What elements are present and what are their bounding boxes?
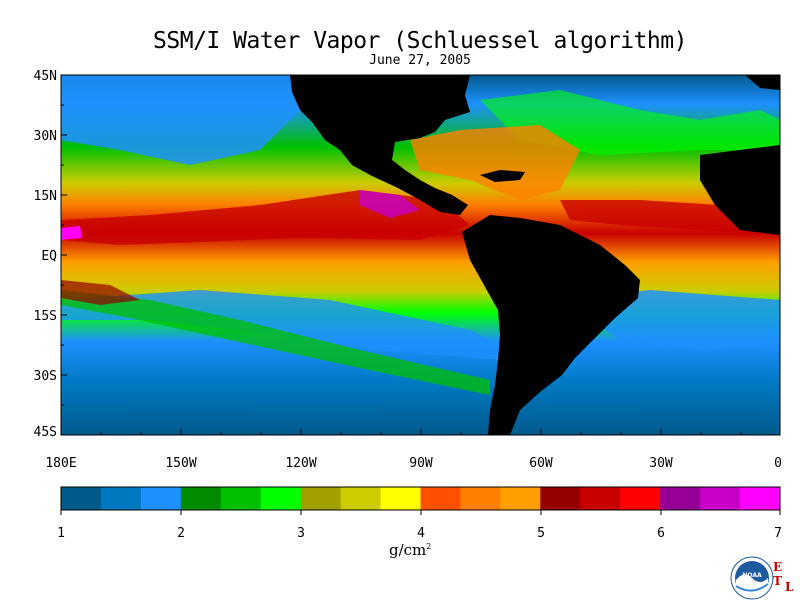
axis-ticks: [60, 74, 781, 436]
longitude-labels: 180E 150W 120W 90W 60W 30W 0: [45, 456, 782, 471]
land-greenland-edge: [745, 75, 780, 90]
colorbar-swatch: [140, 487, 182, 510]
colorbar-swatch: [580, 487, 621, 510]
colorbar-swatch: [340, 487, 382, 510]
colorbar-tick-label: 7: [774, 526, 782, 541]
colorbar-swatch: [300, 487, 342, 510]
vapor-peak-region-west-pacific: [61, 226, 82, 240]
vapor-peak-region-central-america: [360, 190, 420, 218]
land-south-america: [462, 215, 640, 435]
colorbar-swatch: [61, 487, 102, 510]
lat-label: EQ: [41, 249, 57, 264]
etl-letter-t: T: [773, 574, 782, 588]
colorbar-swatch: [260, 487, 302, 510]
colorbar-tick-label: 5: [537, 526, 545, 541]
etl-letter-l: L: [785, 580, 794, 594]
colorbar-swatch: [740, 487, 781, 510]
colorbar-swatch: [180, 487, 222, 510]
colorbar-swatch: [500, 487, 541, 510]
unit-exponent: 2: [426, 542, 432, 551]
colorbar-swatch: [540, 487, 581, 510]
colorbar-ticks: [60, 510, 781, 515]
colorbar-tick-label: 1: [57, 526, 65, 541]
land-north-america: [290, 75, 470, 215]
colorbar-tick-label: 3: [297, 526, 305, 541]
lat-label: 45S: [34, 425, 57, 440]
lat-label: 15N: [34, 189, 57, 204]
vapor-moist-region-spcz: [61, 290, 490, 395]
noaa-logo: NOAA: [730, 556, 774, 600]
colorbar-swatch: [420, 487, 461, 510]
chart-date: June 27, 2005: [369, 53, 471, 68]
vapor-moist-region-caribbean: [410, 125, 580, 200]
lon-label: 120W: [285, 456, 316, 471]
chart-title: SSM/I Water Vapor (Schluessel algorithm): [153, 28, 687, 54]
colorbar-swatch: [700, 487, 741, 510]
lon-label: 60W: [529, 456, 553, 471]
colorbar-swatch: [660, 487, 701, 510]
land-africa: [700, 145, 780, 235]
unit-base: g/cm: [389, 541, 427, 559]
lat-label: 45N: [34, 69, 57, 84]
colorbar-unit: g/cm2: [389, 541, 431, 559]
colorbar-tick-label: 4: [417, 526, 425, 541]
etl-logo: E T L: [770, 560, 800, 600]
latitude-labels: 45N 30N 15N EQ 15S 30S 45S: [34, 69, 58, 440]
noaa-logo-text: NOAA: [742, 572, 762, 579]
colorbar-swatch: [620, 487, 661, 510]
land-caribbean-islands: [480, 170, 525, 182]
colorbar-tick-label: 6: [657, 526, 665, 541]
vapor-map: [61, 75, 780, 435]
colorbar-swatch: [380, 487, 421, 510]
lon-label: 90W: [409, 456, 433, 471]
colorbar: [61, 487, 781, 510]
etl-letter-e: E: [773, 560, 783, 574]
colorbar-swatch: [220, 487, 262, 510]
lon-label: 180E: [45, 456, 76, 471]
colorbar-swatch: [100, 487, 142, 510]
colorbar-labels: 1 2 3 4 5 6 7: [57, 526, 782, 541]
lat-label: 30N: [34, 129, 57, 144]
lat-label: 15S: [34, 309, 57, 324]
lat-label: 30S: [34, 369, 57, 384]
colorbar-tick-label: 2: [177, 526, 185, 541]
lon-label: 150W: [165, 456, 196, 471]
lon-label: 0: [774, 456, 782, 471]
vapor-moist-region-southeast-pacific: [61, 280, 140, 305]
colorbar-swatch: [460, 487, 501, 510]
vapor-dry-region-north-pacific: [61, 75, 300, 165]
lon-label: 30W: [649, 456, 673, 471]
